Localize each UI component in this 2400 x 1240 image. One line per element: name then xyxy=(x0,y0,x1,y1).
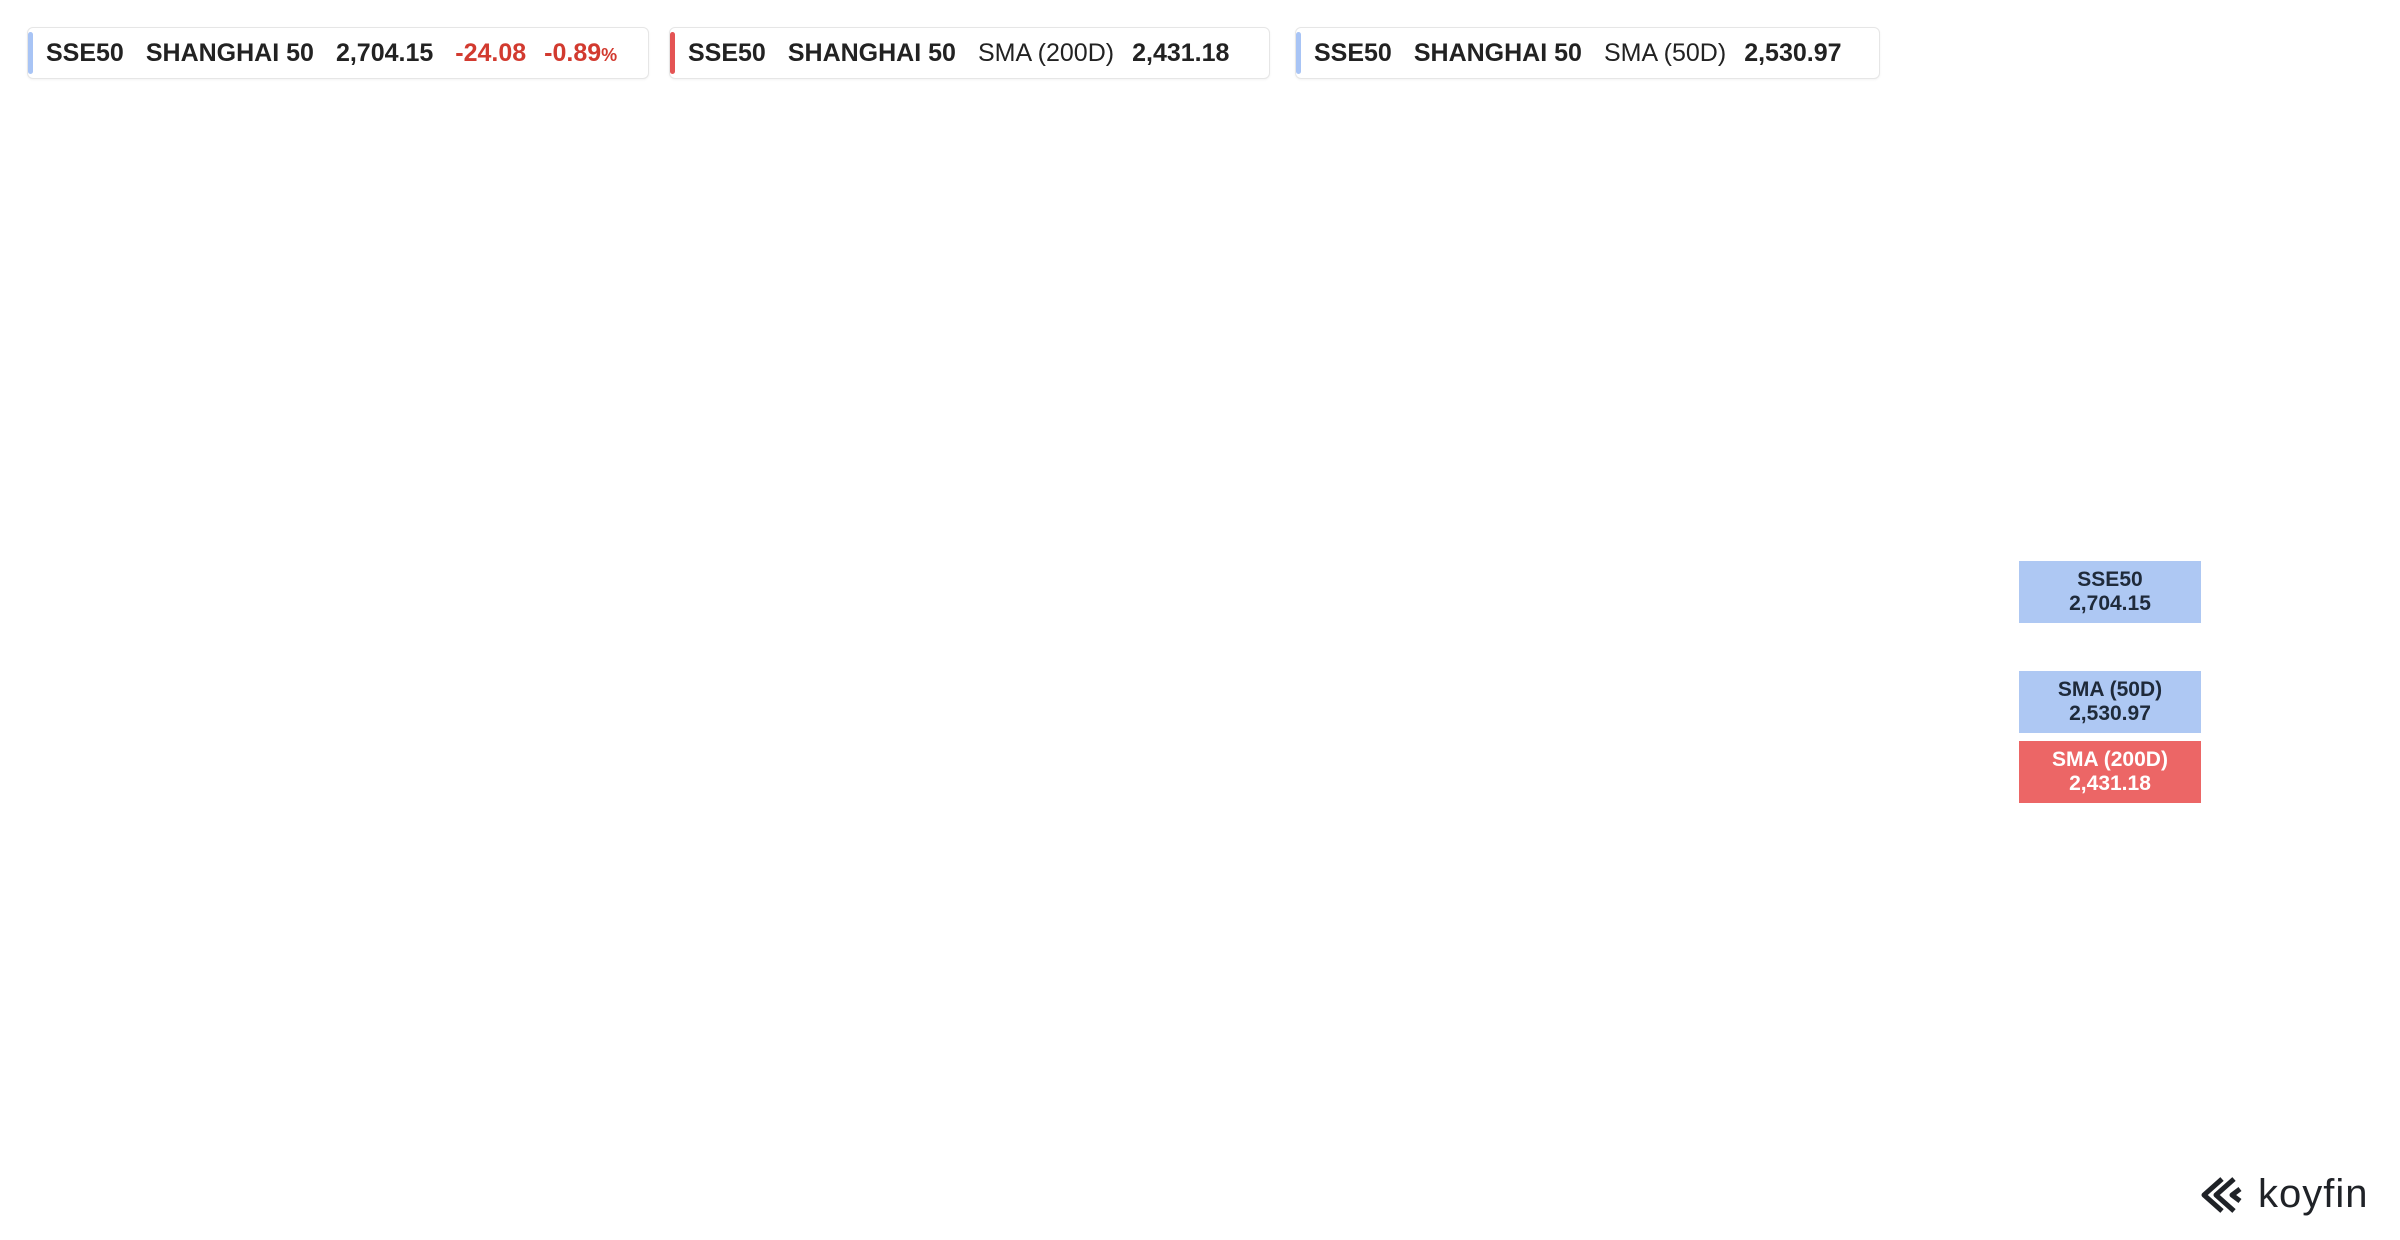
badge-sma50: SMA (50D) 2,530.97 xyxy=(2019,671,2201,733)
legend-value: 2,431.18 xyxy=(1132,38,1230,67)
legend-indicator: SMA (200D) xyxy=(977,38,1115,67)
legend-change-pct: -0.89% xyxy=(544,39,617,68)
y-tick-label: 3,495.00 xyxy=(2222,151,2316,176)
legend-name: SHANGHAI 50 xyxy=(787,38,956,67)
legend-sma50[interactable]: SSE50 SHANGHAI 50 SMA (50D) 2,530.97 xyxy=(1295,27,1880,79)
plot-frame xyxy=(15,15,2204,1098)
badge-value: 2,704.15 xyxy=(2069,592,2151,615)
y-tick-label: 3,155.00 xyxy=(2222,322,2316,347)
y-tick-label: 2,985.00 xyxy=(2222,414,2316,439)
koyfin-logo[interactable]: koyfin xyxy=(2200,1172,2369,1217)
sma50-line xyxy=(11,285,2167,883)
legend-sma200[interactable]: SSE50 SHANGHAI 50 SMA (200D) 2,431.18 xyxy=(669,27,1270,79)
y-tick-label: 2,725.00 xyxy=(2222,566,2316,591)
legend-color-swatch xyxy=(670,32,675,74)
x-tick-label: Jan 2023 xyxy=(784,1121,890,1149)
y-tick-label: 2,145.00 xyxy=(2222,966,2316,991)
brand-name: koyfin xyxy=(2258,1172,2369,1216)
legend-value: 2,704.15 xyxy=(335,38,434,67)
badge-price: SSE50 2,704.15 xyxy=(2019,561,2201,623)
y-tick-label: 2,000.00 xyxy=(2222,1083,2316,1108)
badge-label: SMA (200D) xyxy=(2052,748,2168,771)
legend-color-swatch xyxy=(28,32,33,74)
percent-sign: % xyxy=(601,44,618,65)
legend-ticker: SSE50 xyxy=(46,38,124,67)
legend-change-pct-value: -0.89 xyxy=(544,38,602,67)
y-tick-label: 3,665.00 xyxy=(2222,71,2316,96)
y-tick-label: 2,580.00 xyxy=(2222,658,2316,683)
legend-ticker: SSE50 xyxy=(688,38,766,67)
y-tick-label: 3,325.00 xyxy=(2222,234,2316,259)
badge-label: SMA (50D) xyxy=(2057,678,2163,701)
y-tick-label: 2,290.00 xyxy=(2222,857,2316,882)
legend-indicator: SMA (50D) xyxy=(1603,38,1727,67)
x-tick-label: Jul 2022 xyxy=(438,1126,514,1148)
sma200-line xyxy=(12,186,2165,813)
legend-price[interactable]: SSE50 SHANGHAI 50 2,704.15 -24.08 -0.89% xyxy=(27,27,649,79)
legend-name: SHANGHAI 50 xyxy=(145,38,314,67)
badge-sma200: SMA (200D) 2,431.18 xyxy=(2019,741,2201,803)
x-tick-label: Jan 2022 xyxy=(69,1121,175,1149)
legend-ticker: SSE50 xyxy=(1314,38,1392,67)
x-tick-label: Jul 2024 xyxy=(1870,1126,1946,1148)
badge-label: SSE50 xyxy=(2077,568,2143,591)
legend-color-swatch xyxy=(1296,32,1301,74)
koyfin-logo-icon xyxy=(2201,1176,2242,1213)
badge-value: 2,431.18 xyxy=(2069,772,2151,795)
x-tick-label: Jul 2023 xyxy=(1153,1126,1229,1148)
legend-value: 2,530.97 xyxy=(1744,38,1842,67)
legend-name: SHANGHAI 50 xyxy=(1413,38,1582,67)
legend-change: -24.08 xyxy=(455,38,527,67)
x-tick-label: Jan 2024 xyxy=(1498,1121,1604,1149)
badge-value: 2,530.97 xyxy=(2069,702,2151,725)
y-tick-label: 2,870.00 xyxy=(2222,480,2316,505)
y-tick-label: 2,435.00 xyxy=(2222,754,2316,779)
